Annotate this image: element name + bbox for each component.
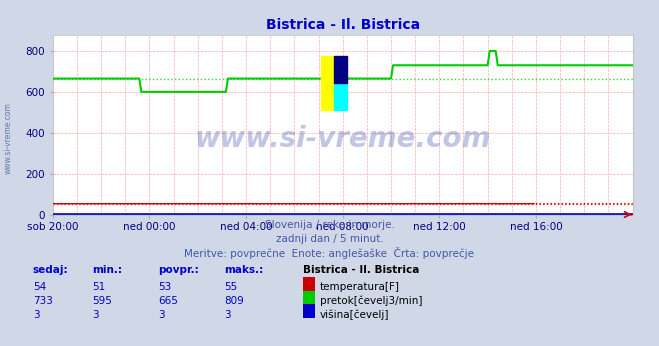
Text: 3: 3: [224, 310, 231, 320]
Text: 733: 733: [33, 296, 53, 306]
Text: Slovenija / reke in morje.: Slovenija / reke in morje.: [264, 220, 395, 230]
Text: 55: 55: [224, 282, 237, 292]
Title: Bistrica - Il. Bistrica: Bistrica - Il. Bistrica: [266, 18, 420, 32]
Text: 3: 3: [92, 310, 99, 320]
Text: 51: 51: [92, 282, 105, 292]
Bar: [334, 56, 347, 83]
Text: min.:: min.:: [92, 265, 123, 275]
Text: Meritve: povprečne  Enote: anglešaške  Črta: povprečje: Meritve: povprečne Enote: anglešaške Črt…: [185, 247, 474, 260]
Text: 3: 3: [158, 310, 165, 320]
Text: 665: 665: [158, 296, 178, 306]
Text: 54: 54: [33, 282, 46, 292]
Text: Bistrica - Il. Bistrica: Bistrica - Il. Bistrica: [303, 265, 420, 275]
Text: www.si-vreme.com: www.si-vreme.com: [194, 125, 491, 153]
Text: pretok[čevelj3/min]: pretok[čevelj3/min]: [320, 296, 422, 306]
Text: višina[čevelj]: višina[čevelj]: [320, 310, 389, 320]
Text: zadnji dan / 5 minut.: zadnji dan / 5 minut.: [275, 234, 384, 244]
Text: www.si-vreme.com: www.si-vreme.com: [3, 102, 13, 174]
Text: 595: 595: [92, 296, 112, 306]
Bar: [321, 83, 334, 110]
Text: 809: 809: [224, 296, 244, 306]
Text: 3: 3: [33, 310, 40, 320]
Bar: [334, 83, 347, 110]
Text: povpr.:: povpr.:: [158, 265, 199, 275]
Bar: [321, 56, 334, 83]
Text: maks.:: maks.:: [224, 265, 264, 275]
Text: 53: 53: [158, 282, 171, 292]
Text: sedaj:: sedaj:: [33, 265, 69, 275]
Text: temperatura[F]: temperatura[F]: [320, 282, 399, 292]
